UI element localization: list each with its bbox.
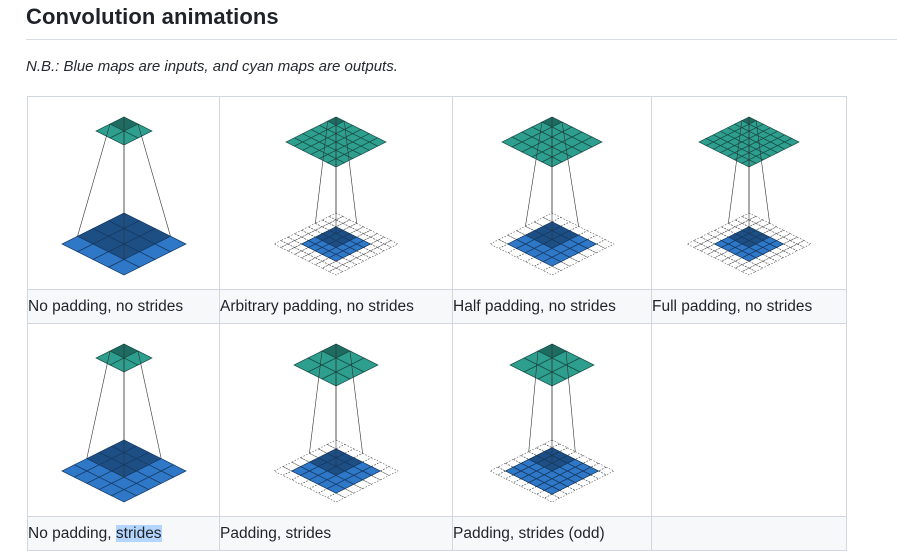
input-map	[504, 447, 600, 495]
kernel-lines	[528, 344, 576, 464]
kernel-lines	[315, 117, 357, 234]
caption-arbitrary-padding-no-strides: Arbitrary padding, no strides	[219, 289, 453, 324]
kernel-lines	[86, 344, 161, 478]
kernel-lines	[76, 117, 171, 260]
caption-no-padding-strides: No padding, strides	[27, 516, 220, 551]
heading-divider	[26, 39, 897, 40]
input-map	[300, 226, 372, 262]
section-heading: Convolution animations	[26, 4, 279, 29]
output-map	[501, 116, 603, 168]
caption-empty	[651, 516, 847, 551]
input-map	[713, 226, 785, 262]
caption-padding-strides: Padding, strides	[219, 516, 453, 551]
selected-text[interactable]: strides	[115, 524, 162, 542]
animation-cell	[452, 96, 652, 290]
caption-row-2: No padding, strides Padding, strides Pad…	[27, 516, 847, 551]
caption-row-1: No padding, no strides Arbitrary padding…	[27, 289, 847, 324]
image-row-2	[27, 323, 847, 517]
note-text: N.B.: Blue maps are inputs, and cyan map…	[26, 58, 398, 75]
caption-no-padding-no-strides: No padding, no strides	[27, 289, 220, 324]
half-padding-no-strides-animation[interactable]	[467, 103, 637, 283]
kernel-lines	[309, 344, 363, 467]
caption-text: No padding,	[28, 524, 116, 542]
convolution-animations-table: No padding, no strides Arbitrary padding…	[27, 96, 847, 551]
animation-cell	[27, 323, 220, 517]
caption-full-padding-no-strides: Full padding, no strides	[651, 289, 847, 324]
caption-padding-strides-odd: Padding, strides (odd)	[452, 516, 652, 551]
animation-cell	[27, 96, 220, 290]
padding-strides-animation[interactable]	[251, 330, 421, 510]
animation-cell	[219, 96, 453, 290]
no-padding-strides-animation[interactable]	[39, 330, 209, 510]
input-map	[290, 448, 382, 494]
input-map	[506, 221, 598, 267]
arbitrary-padding-no-strides-animation[interactable]	[251, 103, 421, 283]
no-padding-no-strides-animation[interactable]	[39, 103, 209, 283]
animation-cell	[651, 96, 847, 290]
animation-cell	[452, 323, 652, 517]
full-padding-no-strides-animation[interactable]	[664, 103, 834, 283]
kernel-lines	[525, 117, 579, 240]
image-row-1	[27, 96, 847, 290]
caption-half-padding-no-strides: Half padding, no strides	[452, 289, 652, 324]
input-map	[60, 439, 187, 503]
padding-strides-odd-animation[interactable]	[467, 330, 637, 510]
animation-cell	[219, 323, 453, 517]
kernel-lines	[728, 117, 770, 234]
empty-cell	[651, 323, 847, 517]
